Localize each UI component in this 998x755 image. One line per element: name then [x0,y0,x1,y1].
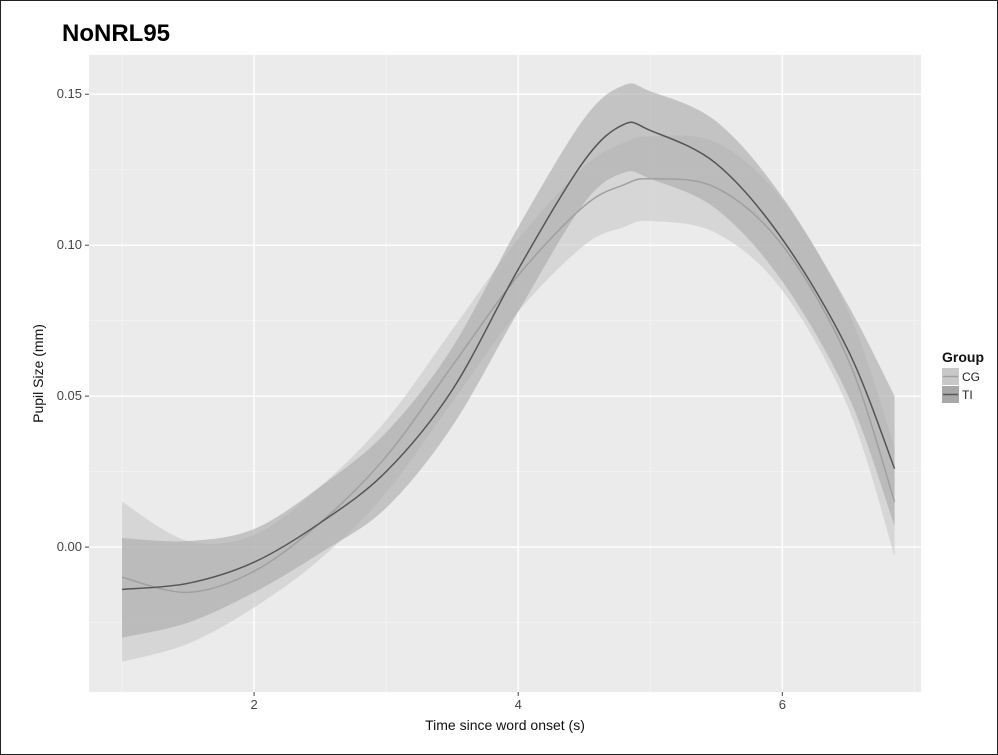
y-tick-label: 0.05 [57,388,82,403]
legend-label-cg: CG [962,370,980,384]
x-tick-label: 2 [250,697,257,712]
x-tick-label: 6 [779,697,786,712]
x-axis-label: Time since word onset (s) [425,717,585,733]
y-tick-label: 0.00 [57,539,82,554]
y-axis-label: Pupil Size (mm) [30,324,46,423]
y-tick-label: 0.15 [57,86,82,101]
line-ti [121,121,896,591]
legend: Group CG TI [942,349,984,403]
band-ti [122,83,895,638]
confidence-bands [122,83,895,662]
x-tick-label: 4 [515,697,522,712]
line-cg [121,177,896,594]
legend-label-ti: TI [962,388,973,402]
y-tick-label: 0.10 [57,237,82,252]
axis-ticks: 2 4 6 0.00 0.05 0.10 0.15 [57,86,786,712]
series-lines [121,121,896,594]
chart-title: NoNRL95 [62,20,171,47]
legend-title: Group [942,349,984,365]
